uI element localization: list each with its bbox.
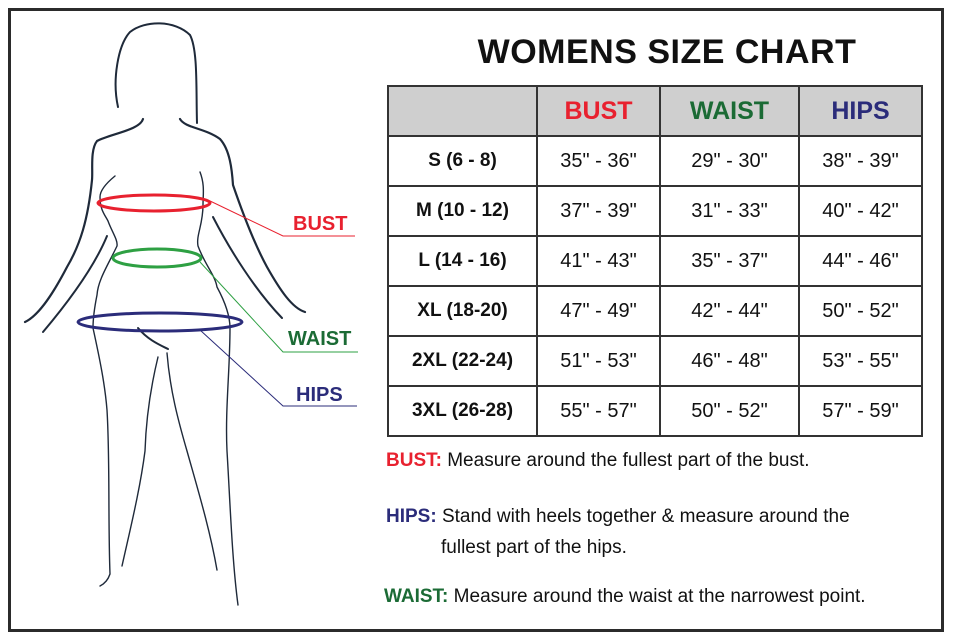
bust-cell: 41" - 43" — [536, 235, 661, 287]
page-title: WOMENS SIZE CHART — [477, 33, 857, 71]
note-bust: BUST: Measure around the fullest part of… — [386, 450, 810, 472]
header-waist: WAIST — [659, 85, 800, 137]
hips-cell: 40" - 42" — [798, 185, 923, 237]
note-waist-text: Measure around the waist at the narrowes… — [453, 586, 866, 607]
note-bust-text: Measure around the fullest part of the b… — [447, 450, 810, 471]
size-cell: M (10 - 12) — [387, 185, 538, 237]
size-cell: 3XL (26-28) — [387, 385, 538, 437]
bust-ring — [96, 193, 212, 213]
right-inner-leg — [166, 352, 218, 571]
note-hips: HIPS: Stand with heels together & measur… — [386, 506, 850, 528]
bust-leader-line — [207, 199, 355, 237]
bust-cell: 47" - 49" — [536, 285, 661, 337]
waist-cell: 31" - 33" — [659, 185, 800, 237]
note-bust-label: BUST: — [386, 450, 442, 471]
waist-cell: 29" - 30" — [659, 135, 800, 187]
note-waist-label: WAIST: — [384, 586, 449, 607]
header-size — [387, 85, 538, 137]
table-row: M (10 - 12) 37" - 39" 31" - 33" 40" - 42" — [387, 185, 923, 237]
table-row: 3XL (26-28) 55" - 57" 50" - 52" 57" - 59" — [387, 385, 923, 437]
size-cell: 2XL (22-24) — [387, 335, 538, 387]
bust-cell: 55" - 57" — [536, 385, 661, 437]
right-shoulder-arm — [178, 117, 307, 314]
hips-cell: 38" - 39" — [798, 135, 923, 187]
hips-cell: 57" - 59" — [798, 385, 923, 437]
chart-frame — [8, 8, 944, 632]
hips-label: HIPS — [296, 384, 343, 406]
table-row: S (6 - 8) 35" - 36" 29" - 30" 38" - 39" — [387, 135, 923, 187]
waist-cell: 35" - 37" — [659, 235, 800, 287]
bust-cell: 51" - 53" — [536, 335, 661, 387]
hips-cell: 44" - 46" — [798, 235, 923, 287]
waist-cell: 50" - 52" — [659, 385, 800, 437]
waist-cell: 42" - 44" — [659, 285, 800, 337]
waist-leader-line — [199, 261, 358, 353]
note-waist: WAIST: Measure around the waist at the n… — [384, 586, 866, 608]
note-hips-line2: fullest part of the hips. — [441, 537, 627, 558]
left-torso-leg — [92, 175, 118, 587]
table-row: 2XL (22-24) 51" - 53" 46" - 48" 53" - 55" — [387, 335, 923, 387]
header-hips: HIPS — [798, 85, 923, 137]
left-inner-arm — [42, 235, 108, 333]
right-torso-leg — [196, 171, 239, 606]
hips-ring — [76, 311, 244, 333]
right-inner-arm — [212, 216, 283, 319]
bust-cell: 35" - 36" — [536, 135, 661, 187]
left-shoulder-arm — [23, 117, 145, 324]
bust-label: BUST — [293, 213, 348, 235]
note-hips-text: Stand with heels together & measure arou… — [441, 506, 850, 527]
size-cell: XL (18-20) — [387, 285, 538, 337]
header-bust: BUST — [536, 85, 661, 137]
table-header-row: BUST WAIST HIPS — [387, 85, 923, 137]
table-row: XL (18-20) 47" - 49" 42" - 44" 50" - 52" — [387, 285, 923, 337]
size-cell: L (14 - 16) — [387, 235, 538, 287]
waist-label: WAIST — [288, 328, 352, 350]
body-outline-illustration — [23, 22, 358, 606]
left-inner-leg — [121, 356, 159, 567]
size-table: BUST WAIST HIPS S (6 - 8) 35" - 36" 29" - … — [387, 85, 923, 437]
head-outline — [114, 22, 198, 124]
table-row: L (14 - 16) 41" - 43" 35" - 37" 44" - 46" — [387, 235, 923, 287]
bust-cell: 37" - 39" — [536, 185, 661, 237]
waist-ring — [111, 247, 203, 269]
note-hips-label: HIPS: — [386, 506, 437, 527]
size-cell: S (6 - 8) — [387, 135, 538, 187]
hips-leader-line — [199, 329, 357, 407]
hips-cell: 50" - 52" — [798, 285, 923, 337]
hips-cell: 53" - 55" — [798, 335, 923, 387]
waist-cell: 46" - 48" — [659, 335, 800, 387]
